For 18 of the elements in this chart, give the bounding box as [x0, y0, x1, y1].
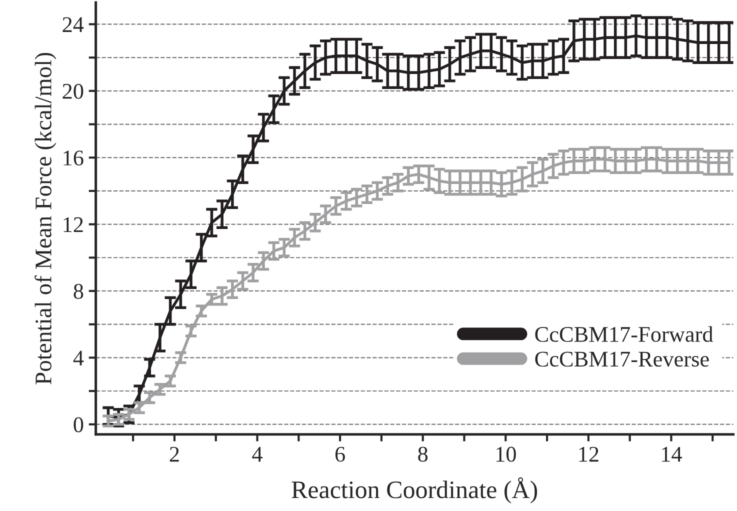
y-tick-label: 24 [62, 17, 84, 32]
y-tick-label: 4 [73, 350, 84, 366]
legend-label: CcCBM17-Forward [535, 326, 714, 342]
y-tick-label: 12 [64, 217, 83, 232]
x-tick-label: 2 [170, 446, 179, 462]
y-tick-label: 16 [64, 150, 84, 166]
x-tick-label: 14 [662, 446, 682, 462]
x-tick-label: 6 [335, 446, 345, 462]
x-axis-title: Reaction Coordinate (Å) [292, 477, 538, 504]
y-axis-title: Potential of Mean Force (kcal/mol) [34, 52, 56, 384]
x-tick-label: 10 [496, 446, 516, 462]
y-tick-label: 20 [62, 84, 84, 99]
x-tick-label: 12 [579, 446, 598, 462]
legend-label: CcCBM17-Reverse [535, 352, 709, 367]
x-tick-label: 4 [252, 446, 262, 462]
y-tick-label: 0 [74, 417, 84, 432]
x-tick-label: 8 [418, 446, 428, 462]
y-tick-label: 8 [74, 284, 84, 299]
